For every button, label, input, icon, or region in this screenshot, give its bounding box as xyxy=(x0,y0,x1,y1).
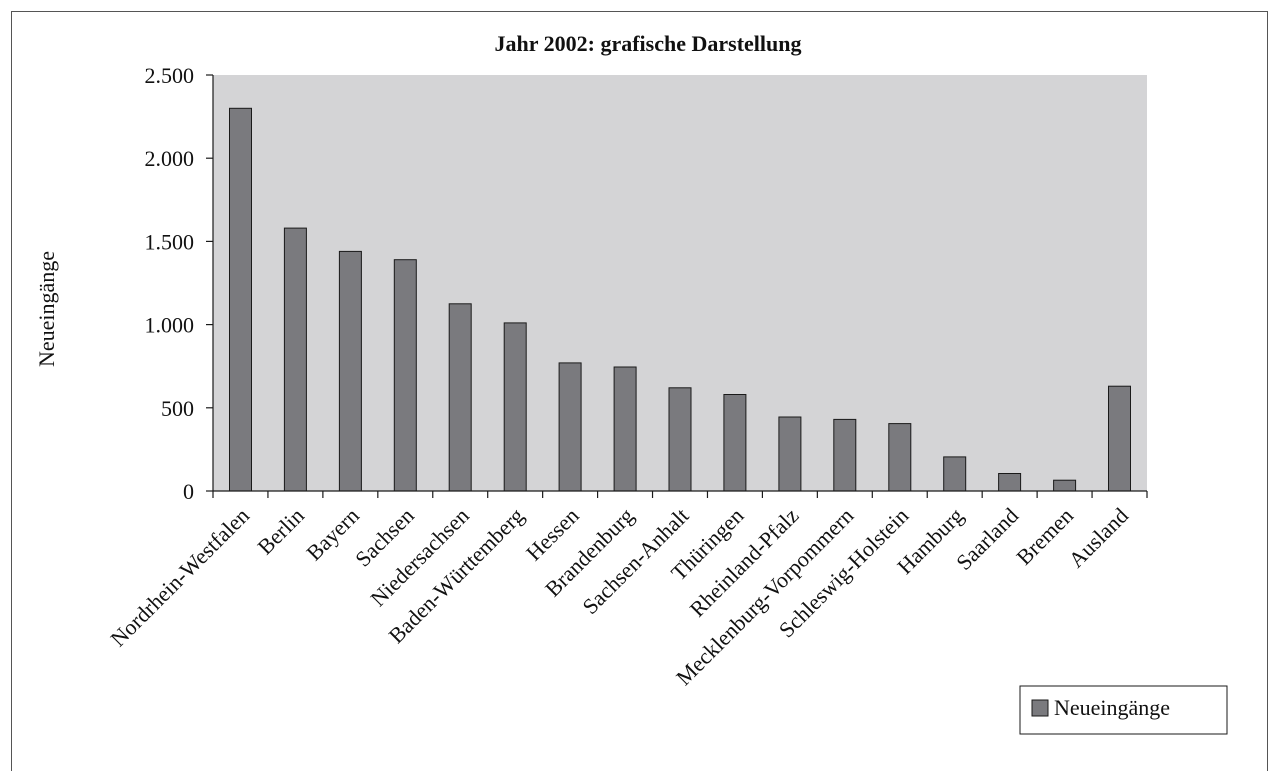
y-axis-label: Neueingänge xyxy=(34,251,59,367)
y-tick-label: 0 xyxy=(183,479,194,504)
bar-rheinland-pfalz xyxy=(778,416,802,492)
x-labels-group: Nordrhein-WestfalenBerlinBayernSachsenNi… xyxy=(105,503,1133,690)
bar-saarland xyxy=(998,473,1022,492)
legend-swatch xyxy=(1031,699,1049,717)
bar-th-ringen xyxy=(723,394,747,492)
bar-schleswig-holstein xyxy=(888,423,912,492)
y-ticks-group: 0 500 1.000 1.500 2.000 2.500 xyxy=(145,63,213,504)
y-tick-label: 1.500 xyxy=(145,229,195,254)
bar-sachsen xyxy=(393,259,417,492)
x-tick-label: Ausland xyxy=(1064,503,1134,573)
x-tick-label: Saarland xyxy=(951,503,1023,575)
y-tick-label: 2.500 xyxy=(145,63,195,88)
bar-sachsen-anhalt xyxy=(668,387,692,492)
bar-bayern xyxy=(338,250,362,492)
legend-label: Neueingänge xyxy=(1054,695,1170,720)
bar-ausland xyxy=(1108,385,1131,492)
bar-nordrhein-westfalen xyxy=(229,107,252,492)
bar-hamburg xyxy=(943,456,967,492)
bar-brandenburg xyxy=(613,366,637,492)
bars-group xyxy=(229,107,1131,492)
y-tick-label: 1.000 xyxy=(145,313,195,338)
bar-hessen xyxy=(558,362,582,492)
bar-niedersachsen xyxy=(448,303,472,492)
legend: Neueingänge xyxy=(1019,685,1228,735)
axes-group xyxy=(212,75,1148,498)
y-tick-label: 500 xyxy=(161,396,194,421)
bar-bremen xyxy=(1053,479,1077,492)
bar-berlin xyxy=(283,227,307,492)
x-tick-label: Nordrhein-Westfalen xyxy=(105,503,254,652)
y-tick-label: 2.000 xyxy=(145,146,195,171)
legend-box xyxy=(1019,685,1228,735)
chart-title: Jahr 2002: grafische Darstellung xyxy=(495,31,802,56)
bar-baden-w-rttemberg xyxy=(503,322,527,492)
bar-mecklenburg-vorpommern xyxy=(833,418,857,492)
x-tick-label: Berlin xyxy=(252,503,309,560)
